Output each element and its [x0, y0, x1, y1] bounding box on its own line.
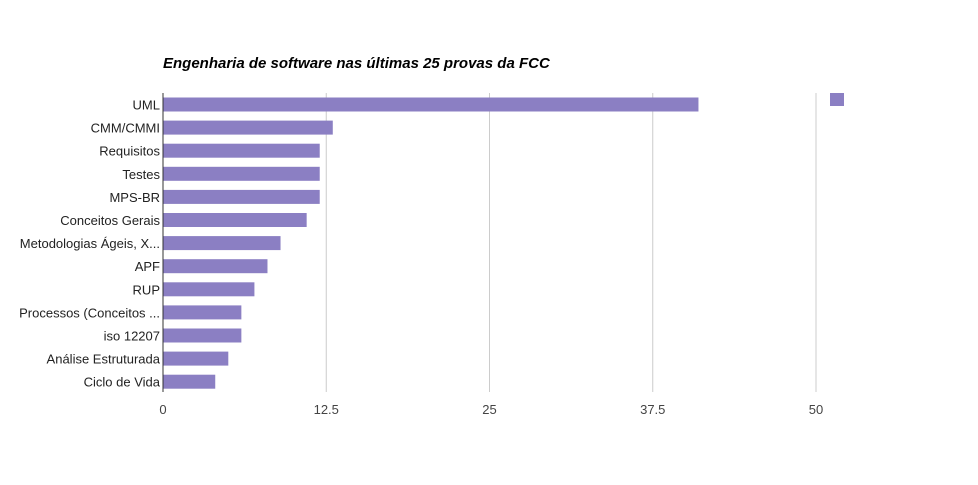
category-label: Metodologias Ágeis, X...: [20, 236, 160, 251]
x-tick-label: 0: [159, 402, 166, 417]
bars: [163, 97, 699, 389]
bar: [163, 143, 320, 158]
x-tick-label: 12.5: [314, 402, 339, 417]
bar: [163, 328, 242, 343]
category-label: MPS-BR: [109, 190, 160, 205]
category-label: UML: [133, 98, 160, 113]
bar: [163, 97, 699, 112]
bar: [163, 374, 216, 389]
x-tick-labels: 0 12.5 25 37.5 50: [159, 402, 823, 417]
bar: [163, 189, 320, 204]
chart-title: Engenharia de software nas últimas 25 pr…: [163, 55, 551, 72]
bar: [163, 305, 242, 320]
bar: [163, 120, 333, 135]
category-label: iso 12207: [104, 329, 160, 344]
bar: [163, 166, 320, 181]
category-label: APF: [135, 259, 160, 274]
legend-swatch: [830, 93, 844, 106]
category-label: RUP: [133, 282, 160, 297]
x-tick-label: 25: [482, 402, 496, 417]
category-label: Testes: [122, 167, 160, 182]
gridlines: [325, 93, 817, 392]
category-label: Processos (Conceitos ...: [19, 305, 160, 320]
category-label: Ciclo de Vida: [84, 375, 161, 390]
category-label: Requisitos: [99, 144, 160, 159]
bar: [163, 236, 281, 251]
bar: [163, 282, 255, 297]
x-tick-label: 50: [809, 402, 823, 417]
category-label: Conceitos Gerais: [60, 213, 160, 228]
category-label: Análise Estruturada: [47, 352, 161, 367]
bar: [163, 259, 268, 274]
bar: [163, 351, 229, 366]
x-tick-label: 37.5: [640, 402, 665, 417]
category-labels: UML CMM/CMMI Requisitos Testes MPS-BR Conceit…: [19, 98, 161, 390]
bar: [163, 213, 307, 227]
category-label: CMM/CMMI: [91, 121, 160, 136]
